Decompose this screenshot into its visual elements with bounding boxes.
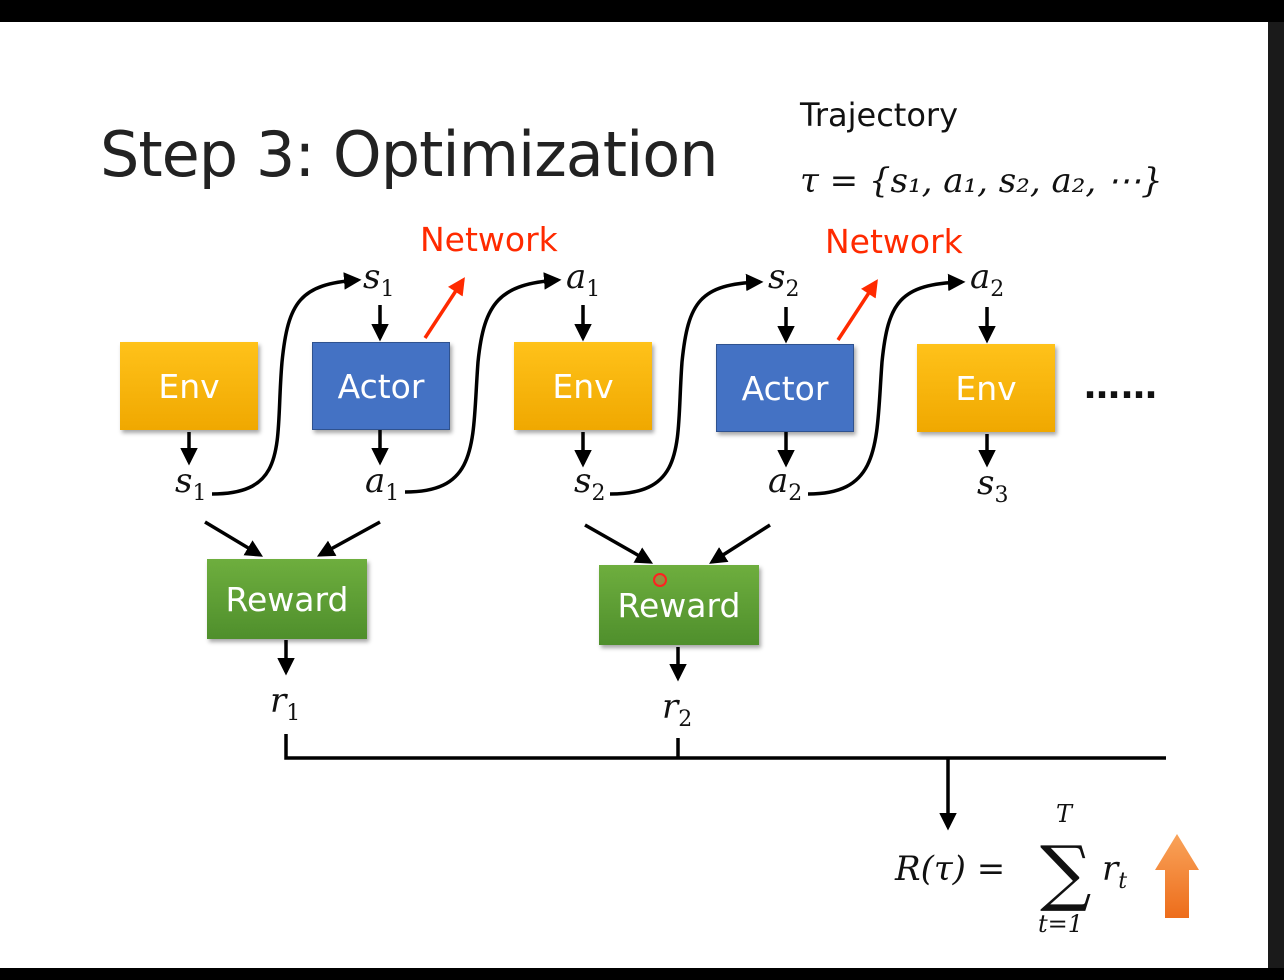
var-s2-top: s2: [768, 257, 799, 302]
var-a2-bottom: a2: [768, 461, 802, 506]
var-s2-bottom: s2: [574, 461, 605, 506]
trajectory-label: Trajectory: [800, 96, 958, 134]
network-arrow-1: [423, 277, 465, 339]
curve-a2-to-top: [807, 273, 966, 496]
env-box-3: Env: [917, 344, 1055, 432]
var-s1-bottom: s1: [175, 461, 206, 506]
return-lower: t=1: [1038, 910, 1083, 938]
return-lhs: R(τ) =: [894, 849, 1005, 889]
network-label-2: Network: [825, 222, 963, 261]
var-r1: r1: [270, 681, 300, 726]
trajectory-formula: τ = {s₁, a₁, s₂, a₂, ⋯}: [800, 161, 1163, 201]
arrow-s2-to-reward2: [584, 523, 654, 564]
return-sigma: ∑: [1040, 830, 1091, 914]
var-a2-top: a2: [970, 257, 1004, 302]
ellipsis: ……: [1084, 366, 1158, 407]
var-a1-top: a1: [566, 257, 600, 302]
var-s1-top: s1: [363, 257, 394, 302]
diagram-canvas: τ = {s₁, a₁, s₂, a₂, ⋯} s1 a1 s2 a2 s1 a…: [175, 161, 1199, 938]
actor-box-1: Actor: [312, 342, 450, 430]
curve-s1-to-top: [211, 272, 362, 496]
right-edge-bar: [1268, 22, 1284, 968]
arrow-s1-to-reward1: [204, 520, 264, 557]
curve-s2-to-top: [609, 273, 764, 496]
network-label-1: Network: [420, 220, 558, 259]
page-title: Step 3: Optimization: [100, 118, 719, 191]
cursor-indicator: [653, 573, 667, 587]
var-r2: r2: [662, 687, 692, 732]
actor-box-2: Actor: [716, 344, 854, 432]
env-box-1: Env: [120, 342, 258, 430]
reward-box-2: Reward: [599, 565, 759, 645]
sum-bus-line: [284, 734, 1166, 760]
var-a1-bottom: a1: [365, 461, 399, 506]
curve-a1-to-top: [404, 272, 562, 494]
slide: Step 3: Optimization Trajectory Env Acto…: [0, 22, 1268, 968]
var-s3-bottom: s3: [977, 463, 1008, 508]
return-term: rt: [1102, 849, 1127, 894]
network-arrow-2: [836, 279, 878, 341]
reward-box-1: Reward: [207, 559, 367, 639]
orange-up-arrow-icon: [1155, 834, 1199, 918]
arrow-a2-to-reward2: [709, 523, 771, 564]
return-upper: T: [1056, 800, 1074, 828]
env-box-2: Env: [514, 342, 652, 430]
arrow-a1-to-reward1: [316, 520, 381, 557]
